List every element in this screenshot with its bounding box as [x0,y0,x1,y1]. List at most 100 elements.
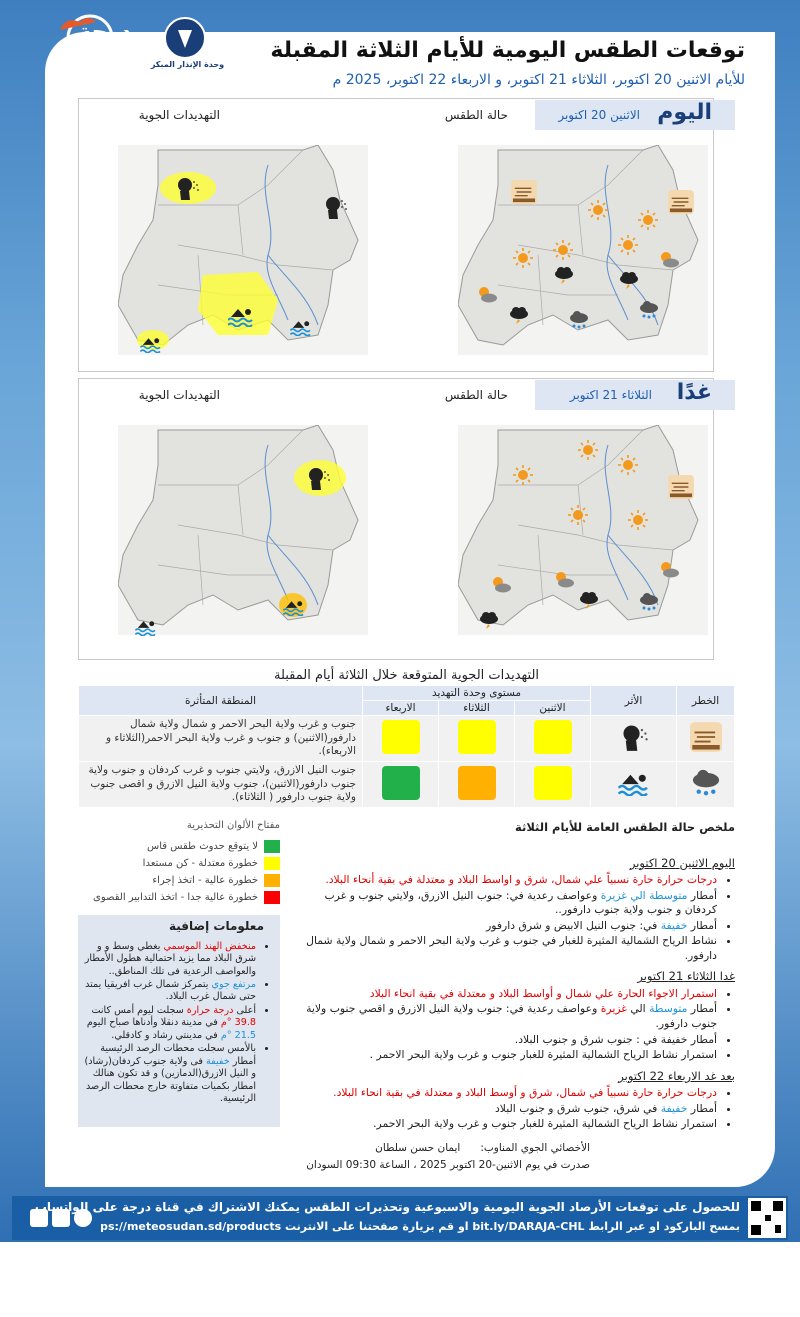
map-title: حالة الطقس [444,108,508,122]
text-segment: أمطار [687,1002,717,1016]
sun-icon [618,235,638,255]
text-segment: خفيفة [206,1055,230,1067]
sun-icon [513,248,533,268]
bullet-list: درجات حرارة حارة نسبياً في شمال، شرق و أ… [290,1086,735,1132]
text-segment: درجة حرارة [186,1004,234,1016]
day-label: غدًا [676,380,712,405]
footer [12,1196,788,1240]
maps [118,145,708,355]
text-segment: استمرار نشاط الرياح الشمالية المثيرة للغ… [369,1048,717,1062]
day-label: اليوم [657,100,712,125]
legend-label: خطورة معتدلة - كن مستعدا [142,857,258,869]
bullet: أمطار خفيفة في شرق، جنوب شرق و جنوب البل… [290,1102,717,1117]
day-date: الاثنين 20 اكتوبر [558,108,640,122]
level-box [381,719,420,754]
bullet-list: درجات حرارة حارة نسبياً علي شمال، شرق و … [290,873,735,963]
bullet: استمرار نشاط الرياح الشمالية المثيرة للغ… [290,1117,717,1132]
level-box [457,765,496,800]
logos [60,14,206,62]
text-segment: أمطار [687,918,717,932]
text-segment: درجات حرارة حارة نسبياً علي شمال، شرق و … [325,873,717,887]
sun-icon [588,200,608,220]
impact-icon [617,773,648,796]
text-segment: خفيفة [660,1101,688,1115]
text-segment: أمطار [687,1101,717,1115]
legend-label: لا يتوقع حدوث طقس قاس [147,840,258,852]
qr-code [748,1198,786,1238]
sun-icon [618,455,638,475]
text-segment: وعواصف رعدية في: جنوب النيل الازرق، ولاي… [324,888,717,917]
legend-item: لا يتوقع حدوث طقس قاس [60,838,280,854]
day-tag [535,100,735,130]
table-title: التهديدات الجوية المتوقعة خلال الثلاثة أ… [273,668,540,683]
legend-item: خطورة عالية جدا - اتخذ التدابير القصوى [60,889,280,905]
weather-map [458,145,708,355]
text-segment: يتمركز شمال غرب افريقيا يمتد حتى شمال غر… [85,979,256,1003]
level-cell [514,760,591,808]
bullet: أمطار خفيفة في : جنوب شرق و جنوب البلاد. [290,1033,717,1048]
level-cell [362,715,439,762]
text-segment: في مدينتي رشاد و كادقلي. [111,1029,221,1041]
hazard-icon [692,769,719,796]
subtitle: للأيام الاثنين 20 اكتوبر، الثلاثاء 21 اك… [332,72,745,88]
legend-title: مفتاح الألوان التحذيرية [186,820,280,831]
text-segment: في: جنوب النيل الابيض و شرق دارفور [486,918,661,932]
text-segment: أعلى [233,1004,256,1016]
text-segment: متوسطة الي غزيرة [600,888,688,902]
unit-name: وحدة الإنذار المبكر [150,60,225,69]
legend-swatch [264,873,280,887]
bullet: استمرار نشاط الرياح الشمالية المثيرة للغ… [290,1048,717,1063]
summary-title: ملخص حالة الطقس العامة للأيام الثلاثة [515,820,735,834]
legend-item: خطورة معتدلة - كن مستعدا [60,855,280,871]
sun-icon [553,240,573,260]
bullet: أعلى درجة حرارة سجلت ليوم أمس كانت 39.8 … [84,1005,256,1042]
level-cell [438,760,515,808]
bullet: منخفض الهند الموسمي يغطي وسط و و شرق الب… [84,941,256,978]
text-segment: الي [626,1002,650,1016]
bullet: أمطار متوسطة الي غزيرة وعواصف رعدية في: … [290,889,717,918]
map-title: التهديدات الجوية [138,108,220,122]
logo-latin: DARAJA [88,48,122,58]
day-header: الثلاثاء [438,700,515,716]
title: توقعات الطقس اليومية للأيام الثلاثة المق… [270,38,745,63]
text-segment: متوسطة [649,1002,688,1016]
signature-role: الأخصائي الجوي المناوب: [480,1142,590,1154]
sun-icon [638,210,658,230]
extra-title: معلومات إضافية [168,919,264,933]
footer-line: بمسح الباركود او عبر الرابط bit.ly/DARAJ… [100,1220,740,1233]
logo-line: والإنذار المبكر للمجتمعات [52,68,138,77]
signature-name: ايمان حسن سلطان [375,1142,461,1154]
area-cell: جنوب النيل الازرق، ولايتي جنوب و غرب كرد… [78,760,363,808]
bullet: استمرار الاجواء الحارة علي شمال و أواسط … [290,987,717,1002]
legend-label: خطورة عالية - اتخذ إجراء [152,874,258,886]
level-cell [362,760,439,808]
day-date: الثلاثاء 21 اكتوبر [569,388,652,402]
text-segment: مرتفع جوي [211,979,256,990]
sun-icon [578,440,598,460]
dust-icon [511,180,537,204]
level-box [533,765,572,800]
col-header: الخطر [676,685,735,716]
impact-icon [622,725,648,751]
area-cell: جنوب و غرب ولاية البحر الاحمر و شمال ولا… [78,715,363,762]
map-title: حالة الطقس [444,388,508,402]
signature: الأخصائي الجوي المناوب: ايمان حسن سلطان [200,1142,590,1154]
col-header: الأثر [590,685,677,716]
bullet-list: استمرار الاجواء الحارة علي شمال و أواسط … [290,987,735,1063]
level-cell [514,715,591,762]
threat-table: الخطر الأثر مستوى وحدة التهديد المنطقة ا… [78,685,735,808]
bullet-list: منخفض الهند الموسمي يغطي وسط و و شرق الب… [84,941,274,1106]
text-segment: وعواصف رعدية في: جنوب ولاية النيل الازرق… [306,1002,717,1031]
level-cell [438,715,515,762]
text-segment: 39.8 °م [220,1017,256,1029]
dust-icon [668,475,694,499]
sun-icon [628,510,648,530]
social-icons [30,1209,92,1227]
col-header: مستوى وحدة التهديد [362,685,591,701]
section-heading: بعد غد الاربعاء 22 اكتوبر [618,1068,735,1083]
text-segment: 21.5 °م [220,1029,256,1041]
bullet: بالأمس سجلت محطات الرصد الرئيسية أمطار خ… [84,1043,256,1105]
logo-line: خدمة الأرصاد الجوية [61,58,129,67]
text-segment: منخفض الهند الموسمي [163,940,256,952]
